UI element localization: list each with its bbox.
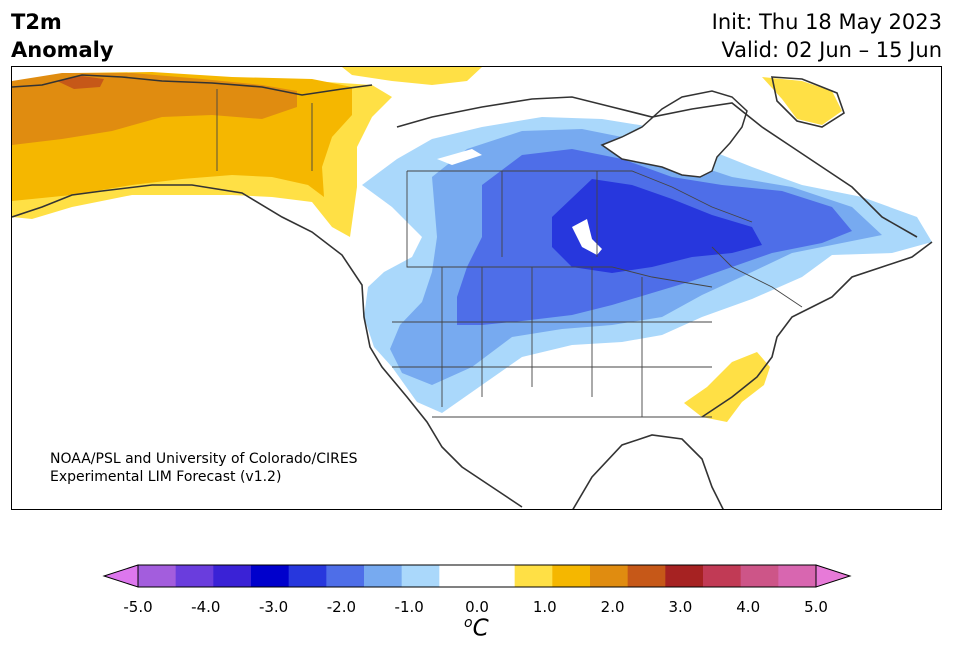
colorbar-tick-label: -1.0: [394, 598, 424, 616]
anomaly-map: NOAA/PSL and University of Colorado/CIRE…: [11, 66, 942, 510]
colorbar-box: [514, 565, 553, 587]
map-title: T2m Anomaly: [11, 8, 114, 64]
colorbar-box: [703, 565, 742, 587]
colorbar-box: [326, 565, 365, 587]
unit-superscript: o: [464, 615, 473, 631]
colorbar-unit: oC: [464, 615, 489, 642]
colorbar-tick-label: 3.0: [668, 598, 693, 616]
colorbar-box: [213, 565, 252, 587]
hudson-bay: [600, 90, 748, 178]
date-info: Init: Thu 18 May 2023 Valid: 02 Jun – 15…: [712, 8, 942, 64]
colorbar-tick-label: -5.0: [123, 598, 153, 616]
colorbar-min-extend: [102, 564, 139, 588]
colorbar-tick-label: -2.0: [326, 598, 357, 616]
colorbar-box: [477, 565, 516, 587]
valid-range: Valid: 02 Jun – 15 Jun: [721, 38, 942, 62]
credit-line1: NOAA/PSL and University of Colorado/CIRE…: [50, 451, 358, 467]
borders: [216, 89, 803, 418]
lake-shape-2: [437, 149, 482, 165]
warm-region-labrador: [762, 77, 842, 125]
cool-region-4: [552, 179, 762, 273]
colorbar-box: [364, 565, 403, 587]
colorbar-box: [175, 565, 214, 587]
warm-region-southeast: [684, 352, 770, 422]
colorbar-max-extend: [815, 564, 852, 588]
title-anomaly: Anomaly: [11, 38, 114, 62]
init-date: Init: Thu 18 May 2023: [711, 10, 942, 34]
colorbar-box: [627, 565, 666, 587]
lake-shape: [572, 219, 602, 255]
colorbar-tick-label: 4.0: [736, 598, 761, 616]
colorbar-box: [740, 565, 779, 587]
colorbar-tick-label: -3.0: [258, 598, 289, 616]
colorbar-box: [778, 565, 817, 587]
colorbar-box: [665, 565, 704, 587]
credit-text: NOAA/PSL and University of Colorado/CIRE…: [50, 450, 358, 486]
credit-line2: Experimental LIM Forecast (v1.2): [50, 469, 282, 485]
warm-region-alaska-orange: [12, 73, 297, 145]
colorbar-box: [552, 565, 591, 587]
warm-region-arctic: [342, 67, 482, 85]
colorbar-tick-label: 5.0: [804, 598, 828, 616]
colorbar-box: [590, 565, 629, 587]
warm-region-alaska-red: [57, 76, 104, 89]
colorbar-box: [288, 565, 327, 587]
colorbar-box: [401, 565, 440, 587]
colorbar-tick-label: -4.0: [191, 598, 221, 616]
colorbar-box: [251, 565, 290, 587]
coastlines: [12, 74, 933, 509]
colorbar-frame: [137, 564, 817, 588]
colorbar-tick-label: 2.0: [600, 598, 625, 616]
title-variable: T2m: [11, 10, 62, 34]
unit-label: C: [472, 615, 489, 642]
map-svg: [12, 67, 933, 509]
colorbar-tick-label: 0.0: [465, 598, 489, 616]
colorbar-boxes: [138, 565, 817, 587]
colorbar-tick-label: 1.0: [532, 598, 557, 616]
colorbar: [102, 564, 852, 588]
colorbar-box: [439, 565, 478, 587]
colorbar-box: [138, 565, 177, 587]
